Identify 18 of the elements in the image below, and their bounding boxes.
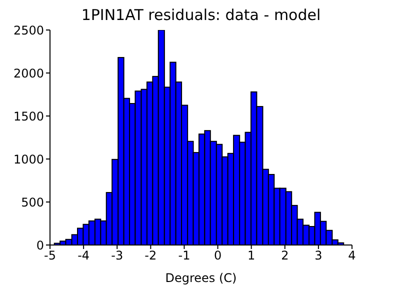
x-tick-label: 4	[348, 248, 356, 263]
x-tick-label: -4	[78, 248, 90, 263]
x-tick-label: 2	[281, 248, 289, 263]
y-tick-label: 2500	[13, 23, 44, 38]
x-tick-label: 1	[248, 248, 256, 263]
y-tick-label: 1000	[13, 152, 44, 166]
x-tick-label: -5	[44, 248, 56, 263]
y-tick-label: 500	[21, 195, 44, 210]
chart-title: 1PIN1AT residuals: data - model	[80, 6, 322, 24]
x-axis-title: Degrees (C)	[165, 271, 237, 285]
x-tick-label: -2	[144, 248, 157, 263]
x-tick-label: 3	[314, 248, 322, 263]
y-tick-label: 1500	[13, 109, 44, 124]
x-tick-label: -1	[178, 248, 190, 263]
y-tick-label: 0	[36, 238, 44, 252]
x-tick-label: 0	[214, 248, 222, 263]
y-tick-label: 2000	[13, 66, 44, 80]
x-tick-label: -3	[111, 248, 124, 263]
